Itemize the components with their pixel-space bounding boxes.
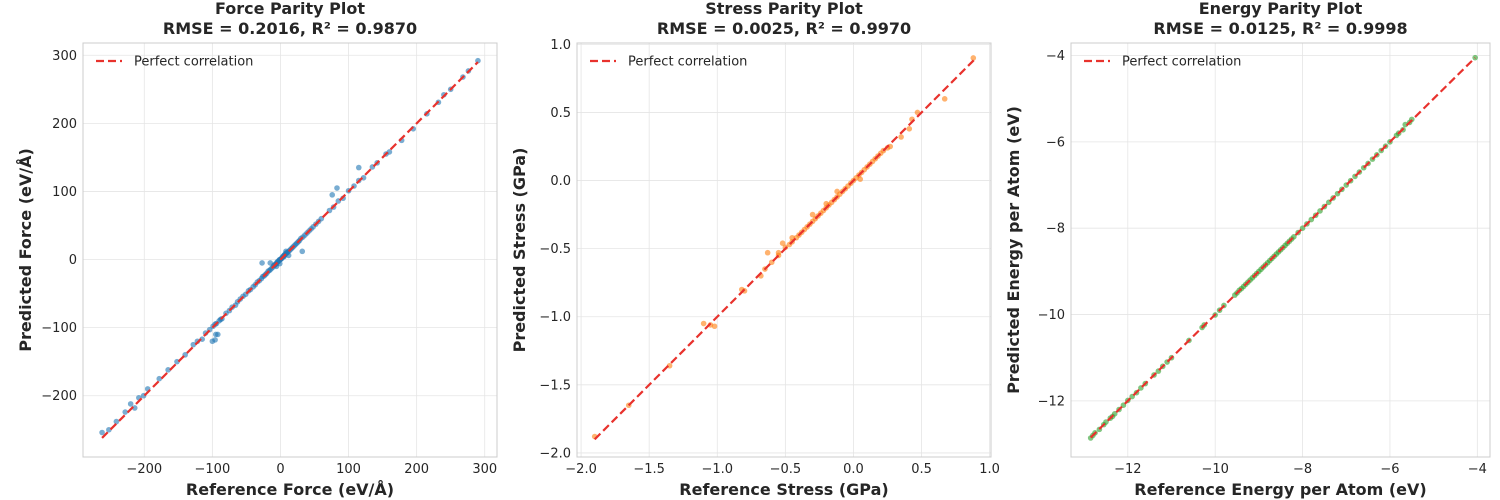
perfect-correlation-line: [593, 57, 977, 441]
x-tick-label: −2.0: [565, 462, 597, 477]
data-point: [299, 248, 306, 255]
data-point: [190, 341, 197, 348]
y-axis-label: Predicted Energy per Atom (eV): [1004, 106, 1023, 394]
x-axis-label: Reference Force (eV/Å): [186, 480, 394, 499]
legend-label: Perfect correlation: [628, 55, 747, 70]
x-tick-label: −0.5: [770, 462, 802, 477]
y-tick-label: 200: [52, 117, 77, 132]
x-tick-label: 100: [336, 462, 361, 477]
y-tick-label: 1.0: [550, 38, 571, 53]
x-axis-label: Reference Stress (GPa): [679, 480, 888, 499]
data-point: [156, 375, 163, 382]
data-point: [834, 188, 840, 195]
x-tick-label: 0.5: [911, 462, 932, 477]
data-point: [165, 367, 171, 373]
perfect-correlation-line: [101, 61, 479, 439]
data-point: [970, 55, 977, 61]
x-tick-label: 300: [472, 462, 497, 477]
chart-title: Energy Parity Plot: [1199, 0, 1363, 18]
y-tick-label: −1.5: [539, 378, 571, 393]
legend: Perfect correlation: [590, 55, 747, 70]
x-tick-label: −6: [1380, 462, 1399, 477]
x-tick-label: 0: [276, 462, 284, 477]
chart-panel-2: −2.0 −1.5 −1.0 −0.5 0.0 0.5 1.0 −2.0 −1.5 −1.0 −0.…: [510, 0, 1000, 499]
legend-label: Perfect correlation: [1122, 55, 1241, 70]
chart-subtitle: RMSE = 0.2016, R² = 0.9870: [163, 19, 417, 38]
data-point: [259, 260, 265, 266]
y-tick-label: 0.5: [550, 106, 571, 121]
chart-title: Stress Parity Plot: [705, 0, 863, 18]
chart-subtitle: RMSE = 0.0125, R² = 0.9998: [1153, 19, 1407, 38]
y-tick-label: 0: [69, 253, 77, 268]
axes-frame: [82, 42, 498, 458]
chart-title: Force Parity Plot: [215, 0, 365, 18]
data-point: [700, 320, 707, 327]
legend: Perfect correlation: [1084, 55, 1241, 70]
y-axis-label: Predicted Force (eV/Å): [16, 148, 35, 352]
chart-subtitle: RMSE = 0.0025, R² = 0.9970: [657, 19, 911, 38]
data-point: [898, 134, 904, 140]
chart-panel-3: −12 −10 −8 −6 −4 −12 −10 −8 −6 −4 Energy Parity Pl…: [1004, 0, 1491, 499]
axes-frame: [576, 42, 992, 458]
data-point: [857, 176, 864, 182]
data-point: [99, 429, 105, 436]
y-tick-label: −200: [41, 389, 77, 404]
x-tick-label: −4: [1468, 462, 1487, 477]
data-point: [711, 323, 718, 330]
x-tick-label: 0.0: [843, 462, 864, 477]
y-tick-label: −8: [1046, 222, 1065, 237]
y-tick-label: 0.0: [550, 174, 571, 189]
data-point: [941, 96, 948, 102]
perfect-correlation-line: [1089, 56, 1476, 439]
data-point: [113, 418, 120, 425]
chart-panel-1: −200 −100 0 100 200 300 −200 −100 0 100 200 300 Forc…: [16, 0, 498, 499]
x-tick-label: −100: [195, 462, 231, 477]
x-tick-label: 1.0: [979, 462, 1000, 477]
y-tick-label: −100: [41, 321, 77, 336]
x-tick-label: −1.0: [701, 462, 733, 477]
data-point: [276, 260, 283, 267]
x-tick-label: −1.5: [633, 462, 665, 477]
data-point: [285, 252, 292, 259]
y-tick-label: −10: [1038, 308, 1065, 323]
y-axis-label: Predicted Stress (GPa): [510, 148, 529, 353]
axes-frame: [1070, 42, 1491, 458]
data-point: [267, 260, 274, 266]
x-tick-label: −200: [126, 462, 162, 477]
data-point: [809, 211, 816, 218]
y-tick-label: −12: [1038, 394, 1065, 409]
x-axis-label: Reference Energy per Atom (eV): [1134, 480, 1426, 499]
data-point: [131, 405, 138, 411]
data-point: [779, 240, 786, 246]
y-tick-label: −6: [1046, 135, 1065, 150]
x-tick-label: −10: [1201, 462, 1228, 477]
legend: Perfect correlation: [96, 55, 253, 70]
y-tick-label: −0.5: [539, 242, 571, 257]
data-point: [283, 248, 289, 255]
legend-label: Perfect correlation: [134, 55, 253, 70]
data-point: [764, 249, 771, 256]
data-point: [906, 126, 913, 132]
data-point: [1402, 121, 1409, 128]
x-tick-label: 200: [404, 462, 429, 477]
y-tick-label: 100: [52, 185, 77, 200]
x-tick-label: −8: [1293, 462, 1312, 477]
data-point: [122, 409, 129, 415]
data-point: [212, 337, 218, 343]
data-point: [334, 185, 340, 191]
x-tick-label: −12: [1114, 462, 1141, 477]
data-point: [329, 192, 336, 198]
y-tick-label: −4: [1046, 49, 1065, 64]
data-point: [355, 164, 362, 171]
y-tick-label: −1.0: [539, 310, 571, 325]
data-point: [215, 331, 221, 338]
y-tick-label: 300: [52, 49, 77, 64]
y-tick-label: −2.0: [539, 446, 571, 461]
data-point: [127, 401, 134, 407]
